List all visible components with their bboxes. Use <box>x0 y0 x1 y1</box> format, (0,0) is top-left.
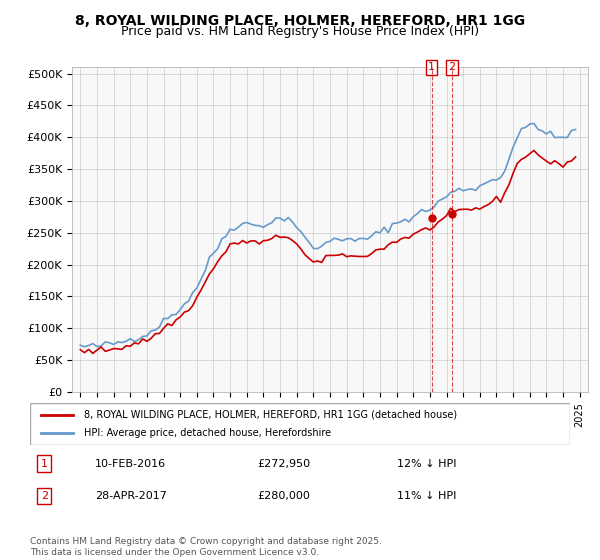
Text: 2: 2 <box>41 491 48 501</box>
Text: 1: 1 <box>428 62 435 72</box>
Text: £272,950: £272,950 <box>257 459 310 469</box>
FancyBboxPatch shape <box>30 403 570 445</box>
Text: This data is licensed under the Open Government Licence v3.0.: This data is licensed under the Open Gov… <box>30 548 319 557</box>
Text: 2: 2 <box>448 62 455 72</box>
Text: Price paid vs. HM Land Registry's House Price Index (HPI): Price paid vs. HM Land Registry's House … <box>121 25 479 38</box>
Text: HPI: Average price, detached house, Herefordshire: HPI: Average price, detached house, Here… <box>84 428 331 438</box>
Text: Contains HM Land Registry data © Crown copyright and database right 2025.: Contains HM Land Registry data © Crown c… <box>30 537 382 546</box>
Text: 8, ROYAL WILDING PLACE, HOLMER, HEREFORD, HR1 1GG: 8, ROYAL WILDING PLACE, HOLMER, HEREFORD… <box>75 14 525 28</box>
Text: 11% ↓ HPI: 11% ↓ HPI <box>397 491 457 501</box>
Text: 28-APR-2017: 28-APR-2017 <box>95 491 167 501</box>
Text: £280,000: £280,000 <box>257 491 310 501</box>
Text: 10-FEB-2016: 10-FEB-2016 <box>95 459 166 469</box>
Text: 12% ↓ HPI: 12% ↓ HPI <box>397 459 457 469</box>
Text: 8, ROYAL WILDING PLACE, HOLMER, HEREFORD, HR1 1GG (detached house): 8, ROYAL WILDING PLACE, HOLMER, HEREFORD… <box>84 410 457 420</box>
Text: 1: 1 <box>41 459 48 469</box>
